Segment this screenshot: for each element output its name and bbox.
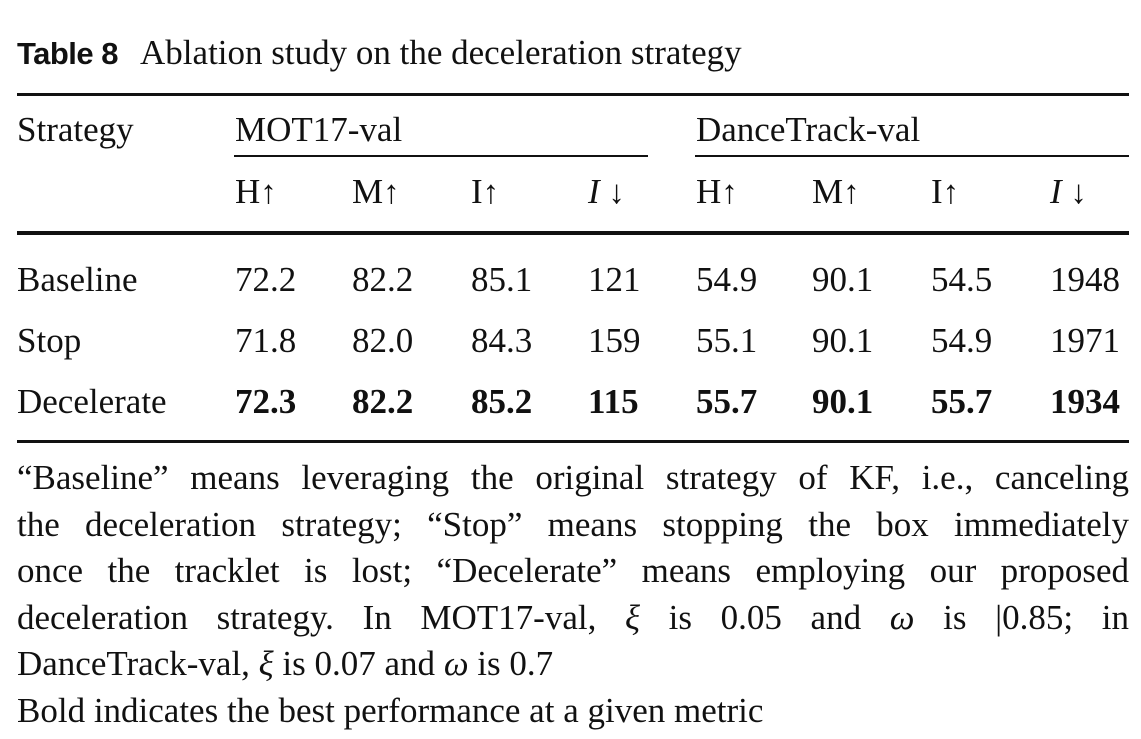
table-cell: 1948 bbox=[1050, 260, 1120, 299]
column-header: H↑ bbox=[696, 172, 738, 213]
group-header-dancetrack: DanceTrack-val bbox=[696, 110, 921, 149]
arrow-down-icon: ↓ bbox=[1070, 175, 1087, 211]
column-header: I ↓ bbox=[588, 172, 625, 213]
table-cell-best: 85.2 bbox=[471, 382, 533, 421]
table-cell: 159 bbox=[588, 321, 641, 360]
footnote-line: “Baseline” means leveraging the original… bbox=[17, 458, 1129, 497]
group-rule-dancetrack bbox=[695, 155, 1129, 157]
column-header-name: I bbox=[1050, 172, 1062, 211]
column-header: I↑ bbox=[471, 172, 499, 213]
row-label-decelerate: Decelerate bbox=[17, 382, 167, 421]
column-header-name: M bbox=[812, 172, 844, 211]
omega-symbol: ω bbox=[443, 644, 469, 683]
column-header-name: I bbox=[931, 172, 943, 211]
row-label-baseline: Baseline bbox=[17, 260, 138, 299]
table-cell: 55.1 bbox=[696, 321, 758, 360]
table-cell: 1971 bbox=[1050, 321, 1120, 360]
table-cell: 84.3 bbox=[471, 321, 533, 360]
column-header: M↑ bbox=[352, 172, 400, 213]
top-rule bbox=[17, 93, 1129, 96]
table-number: Table 8 bbox=[17, 36, 119, 71]
column-header: I ↓ bbox=[1050, 172, 1087, 213]
table-cell: 54.9 bbox=[696, 260, 758, 299]
table-cell-best: 72.3 bbox=[235, 382, 297, 421]
header-rule bbox=[17, 231, 1129, 235]
table-cell-best: 55.7 bbox=[696, 382, 758, 421]
column-header-name: I bbox=[588, 172, 600, 211]
xi-symbol: ξ bbox=[258, 644, 274, 683]
table-cell: 71.8 bbox=[235, 321, 297, 360]
footnote-text: is 0.05 and bbox=[668, 597, 862, 637]
footnote-text: is 0.07 and bbox=[282, 644, 436, 683]
table-cell-best: 90.1 bbox=[812, 382, 874, 421]
footnote-line: deceleration strategy. In MOT17-val, ξ i… bbox=[17, 595, 1129, 642]
column-header-name: H bbox=[696, 172, 722, 211]
column-header-name: M bbox=[352, 172, 384, 211]
arrow-up-icon: ↑ bbox=[383, 175, 400, 211]
arrow-down-icon: ↓ bbox=[608, 175, 625, 211]
table-cell: 85.1 bbox=[471, 260, 533, 299]
arrow-up-icon: ↑ bbox=[260, 175, 277, 211]
arrow-up-icon: ↑ bbox=[721, 175, 738, 211]
bottom-rule bbox=[17, 440, 1129, 443]
arrow-up-icon: ↑ bbox=[482, 175, 500, 211]
footnote-text: is |0.85; in bbox=[943, 597, 1130, 637]
table-cell: 72.2 bbox=[235, 260, 297, 299]
column-header: M↑ bbox=[812, 172, 860, 213]
table-footnote: “Baseline” means leveraging the original… bbox=[17, 455, 1129, 734]
table-cell: 90.1 bbox=[812, 321, 874, 360]
table-cell: 54.9 bbox=[931, 321, 993, 360]
table-cell: 54.5 bbox=[931, 260, 993, 299]
table-cell: 82.2 bbox=[352, 260, 414, 299]
column-header-name: I bbox=[471, 172, 483, 211]
group-header-mot17: MOT17-val bbox=[235, 110, 403, 149]
footnote-text: DanceTrack-val, bbox=[17, 644, 250, 683]
table-cell-best: 115 bbox=[588, 382, 639, 421]
footnote-text: deceleration strategy. In MOT17-val, bbox=[17, 597, 597, 637]
footnote-text: is 0.7 bbox=[477, 644, 554, 683]
arrow-up-icon: ↑ bbox=[843, 175, 860, 211]
footnote-bold-note: Bold indicates the best performance at a… bbox=[17, 690, 764, 730]
column-header-name: H bbox=[235, 172, 261, 211]
arrow-up-icon: ↑ bbox=[942, 175, 960, 211]
strategy-header: Strategy bbox=[17, 110, 134, 149]
omega-symbol: ω bbox=[889, 597, 915, 637]
table-cell: 121 bbox=[588, 260, 641, 299]
column-header: I↑ bbox=[931, 172, 959, 213]
group-rule-mot17 bbox=[234, 155, 648, 157]
row-label-stop: Stop bbox=[17, 321, 82, 360]
footnote-line: the deceleration strategy; “Stop” means … bbox=[17, 504, 1129, 544]
table-title: Ablation study on the deceleration strat… bbox=[140, 33, 742, 72]
table-cell-best: 1934 bbox=[1050, 382, 1120, 421]
footnote-line: DanceTrack-val, ξ is 0.07 and ω is 0.7 bbox=[17, 641, 1129, 688]
table-cell: 90.1 bbox=[812, 260, 874, 299]
table-caption: Table 8 Ablation study on the deceleratio… bbox=[17, 33, 742, 74]
xi-symbol: ξ bbox=[625, 597, 640, 637]
footnote-line: once the tracklet is lost; “Decelerate” … bbox=[17, 551, 1129, 590]
column-header: H↑ bbox=[235, 172, 277, 213]
table-cell-best: 55.7 bbox=[931, 382, 993, 421]
table-cell-best: 82.2 bbox=[352, 382, 414, 421]
table-cell: 82.0 bbox=[352, 321, 414, 360]
